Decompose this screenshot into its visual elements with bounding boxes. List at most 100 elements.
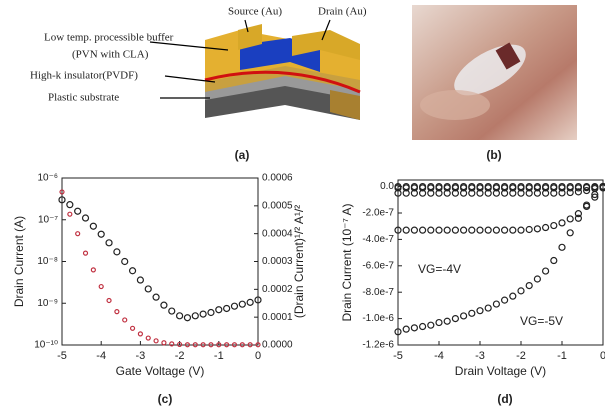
data-point <box>231 303 237 309</box>
y2-tick-label: 0.0002 <box>262 284 293 295</box>
diagram-label: Drain (Au) <box>318 6 367 18</box>
data-point <box>436 227 442 233</box>
data-point <box>526 283 532 289</box>
y-tick-label: -1.2e-6 <box>362 340 394 351</box>
data-point <box>534 276 540 282</box>
data-point <box>145 286 151 292</box>
data-point <box>567 230 573 236</box>
data-point <box>169 308 175 314</box>
data-point <box>428 322 434 328</box>
data-point <box>114 249 120 255</box>
x-tick-label: -2 <box>175 350 185 362</box>
data-point <box>208 310 214 316</box>
data-point <box>67 202 73 208</box>
data-point <box>559 244 565 250</box>
data-point <box>224 305 230 311</box>
data-point <box>452 227 458 233</box>
data-point <box>436 320 442 326</box>
y-axis-title: Drain Current (10⁻⁷ A) <box>340 203 354 321</box>
data-point <box>247 299 253 305</box>
diagram-label: (PVN with CLA) <box>72 49 149 61</box>
annotation: VG=-5V <box>520 314 563 328</box>
y-tick-label: 10⁻⁸ <box>37 256 58 267</box>
data-point <box>543 225 549 231</box>
data-point <box>461 227 467 233</box>
data-point <box>510 227 516 233</box>
y-tick-label: 10⁻⁷ <box>38 214 58 225</box>
y-tick-label: -1.0e-6 <box>362 313 394 324</box>
data-point <box>502 227 508 233</box>
y-tick-label: -6.0e-7 <box>362 260 394 271</box>
data-point <box>543 268 549 274</box>
data-point <box>559 220 565 226</box>
data-point <box>68 212 72 216</box>
data-point <box>469 310 475 316</box>
data-point <box>75 208 81 214</box>
data-point <box>502 297 508 303</box>
y-tick-label: -2.0e-7 <box>362 208 394 219</box>
data-point <box>510 293 516 299</box>
data-point <box>154 339 158 343</box>
figure: Source (Au)Drain (Au)Low temp. processib… <box>0 0 605 410</box>
diagram-label: Source (Au) <box>228 6 282 18</box>
data-point <box>162 341 166 345</box>
data-point <box>99 285 103 289</box>
x-tick-label: -1 <box>557 350 567 362</box>
x-tick-label: -5 <box>393 350 403 362</box>
x-tick-label: -3 <box>475 350 485 362</box>
data-point <box>177 313 183 319</box>
data-point <box>428 227 434 233</box>
data-point <box>403 227 409 233</box>
data-point <box>192 313 198 319</box>
data-point <box>146 336 150 340</box>
data-point <box>420 227 426 233</box>
data-point <box>518 227 524 233</box>
diagram-label: High-k insulator(PVDF) <box>30 70 138 82</box>
y-axis-title: Drain Current (A) <box>12 216 26 307</box>
data-point <box>130 268 136 274</box>
y-tick-label: -8.0e-7 <box>362 287 394 298</box>
data-point <box>485 227 491 233</box>
data-point <box>239 301 245 307</box>
data-point <box>493 227 499 233</box>
data-point <box>200 311 206 317</box>
x-tick-label: -4 <box>96 350 106 362</box>
data-point <box>123 318 127 322</box>
x-tick-label: -3 <box>136 350 146 362</box>
data-point <box>98 231 104 237</box>
y2-tick-label: 0.0005 <box>262 200 293 211</box>
data-point <box>131 326 135 330</box>
data-point <box>526 227 532 233</box>
data-point <box>485 305 491 311</box>
device-diagram <box>150 20 360 120</box>
data-point <box>551 258 557 264</box>
y2-tick-label: 0.0003 <box>262 256 293 267</box>
data-point <box>461 313 467 319</box>
data-point <box>411 227 417 233</box>
data-point <box>122 259 128 265</box>
data-point <box>137 277 143 283</box>
annotation: VG=-4V <box>418 262 461 276</box>
data-point <box>90 223 96 229</box>
data-point <box>161 302 167 308</box>
data-point <box>444 318 450 324</box>
photo <box>412 5 577 140</box>
y-tick-label: 10⁻¹⁰ <box>34 340 58 351</box>
data-point <box>106 240 112 246</box>
data-point <box>184 315 190 321</box>
data-point <box>477 308 483 314</box>
data-point <box>420 324 426 330</box>
y-tick-label: 10⁻⁶ <box>37 173 58 184</box>
panel-label: (c) <box>158 392 173 406</box>
data-point <box>84 251 88 255</box>
x-axis-title: Drain Voltage (V) <box>455 364 546 378</box>
data-point <box>469 227 475 233</box>
diagram-label: Plastic substrate <box>48 92 119 104</box>
x-tick-label: 0 <box>600 350 605 362</box>
y2-tick-label: 0.0004 <box>262 228 293 239</box>
x-axis-title: Gate Voltage (V) <box>116 364 205 378</box>
data-point <box>76 232 80 236</box>
data-point <box>452 316 458 322</box>
data-point <box>477 227 483 233</box>
panel-label: (a) <box>235 148 250 162</box>
